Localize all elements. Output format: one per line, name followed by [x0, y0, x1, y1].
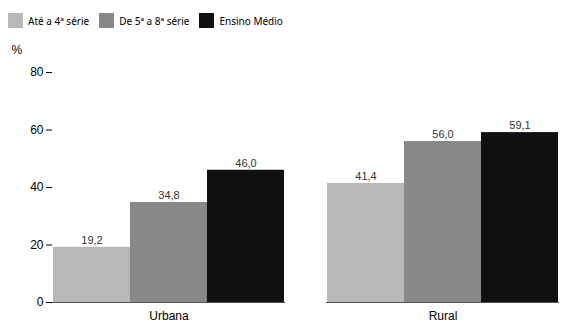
- svg-text:80: 80: [30, 65, 44, 79]
- svg-text:Urbana: Urbana: [149, 309, 189, 323]
- html-text:De 5ª a 8ª série: De 5ª a 8ª série: [119, 13, 190, 28]
- svg-text:19,2: 19,2: [81, 234, 102, 246]
- html-text:Ensino Médio: Ensino Médio: [219, 13, 283, 28]
- svg-text:56,0: 56,0: [432, 128, 453, 140]
- svg-text:60: 60: [30, 123, 44, 137]
- svg-text:46,0: 46,0: [235, 157, 256, 169]
- svg-text:34,8: 34,8: [158, 189, 179, 201]
- svg-text:40: 40: [30, 180, 44, 194]
- svg-text:20: 20: [30, 238, 44, 252]
- svg-text:Rural: Rural: [429, 309, 458, 323]
- svg-text:0: 0: [37, 295, 44, 309]
- html-text:Até a 4ª série: Até a 4ª série: [28, 13, 90, 28]
- svg-text:41,4: 41,4: [355, 170, 376, 182]
- svg-text:%: %: [12, 43, 23, 57]
- svg-text:59,1: 59,1: [509, 119, 530, 131]
